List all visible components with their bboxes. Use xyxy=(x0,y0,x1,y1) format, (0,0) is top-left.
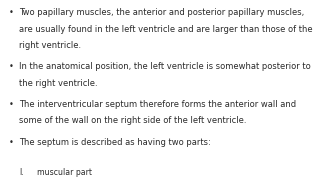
Text: •: • xyxy=(9,100,14,109)
Text: some of the wall on the right side of the left ventricle.: some of the wall on the right side of th… xyxy=(19,116,247,125)
Text: muscular part: muscular part xyxy=(37,168,92,177)
Text: The septum is described as having two parts:: The septum is described as having two pa… xyxy=(19,138,211,147)
Text: The interventricular septum therefore forms the anterior wall and: The interventricular septum therefore fo… xyxy=(19,100,296,109)
Text: Two papillary muscles, the anterior and posterior papillary muscles,: Two papillary muscles, the anterior and … xyxy=(19,8,304,17)
Text: right ventricle.: right ventricle. xyxy=(19,41,81,50)
Text: In the anatomical position, the left ventricle is somewhat posterior to: In the anatomical position, the left ven… xyxy=(19,62,311,71)
Text: •: • xyxy=(9,138,14,147)
Text: I.: I. xyxy=(19,168,24,177)
Text: •: • xyxy=(9,62,14,71)
Text: the right ventricle.: the right ventricle. xyxy=(19,79,98,88)
Text: are usually found in the left ventricle and are larger than those of the: are usually found in the left ventricle … xyxy=(19,25,313,34)
Text: •: • xyxy=(9,8,14,17)
